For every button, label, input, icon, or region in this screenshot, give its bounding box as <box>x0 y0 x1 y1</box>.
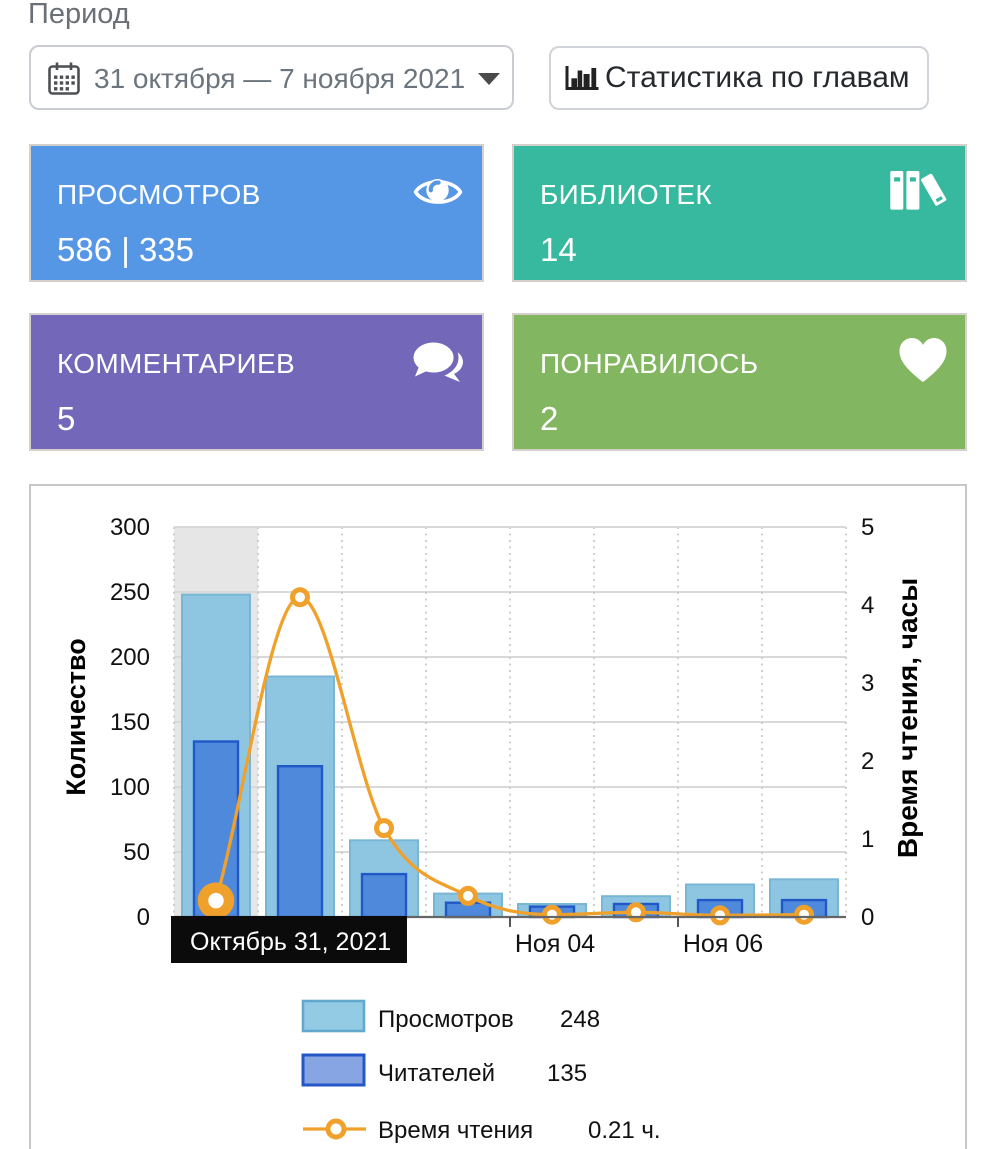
svg-text:300: 300 <box>110 514 150 541</box>
svg-text:Октябрь 31, 2021: Октябрь 31, 2021 <box>190 928 391 956</box>
svg-text:248: 248 <box>560 1006 600 1033</box>
svg-text:1: 1 <box>861 826 874 853</box>
svg-text:4: 4 <box>861 592 874 619</box>
svg-text:Время чтения, часы: Время чтения, часы <box>892 578 923 858</box>
svg-text:2: 2 <box>861 748 874 775</box>
svg-text:50: 50 <box>123 839 150 866</box>
svg-text:Ноя 06: Ноя 06 <box>683 930 763 958</box>
svg-text:100: 100 <box>110 774 150 801</box>
svg-text:135: 135 <box>547 1060 587 1087</box>
svg-text:250: 250 <box>110 579 150 606</box>
svg-text:150: 150 <box>110 709 150 736</box>
svg-text:200: 200 <box>110 644 150 671</box>
svg-text:0: 0 <box>861 904 874 931</box>
svg-text:5: 5 <box>861 514 874 541</box>
svg-text:Время чтения: Время чтения <box>378 1117 533 1144</box>
svg-text:Просмотров: Просмотров <box>378 1006 514 1033</box>
svg-text:Читателей: Читателей <box>378 1060 495 1087</box>
svg-text:Ноя 04: Ноя 04 <box>515 930 595 958</box>
svg-text:Количество: Количество <box>61 638 91 795</box>
svg-text:0: 0 <box>137 904 150 931</box>
svg-text:3: 3 <box>861 670 874 697</box>
svg-text:0.21 ч.: 0.21 ч. <box>588 1117 661 1144</box>
